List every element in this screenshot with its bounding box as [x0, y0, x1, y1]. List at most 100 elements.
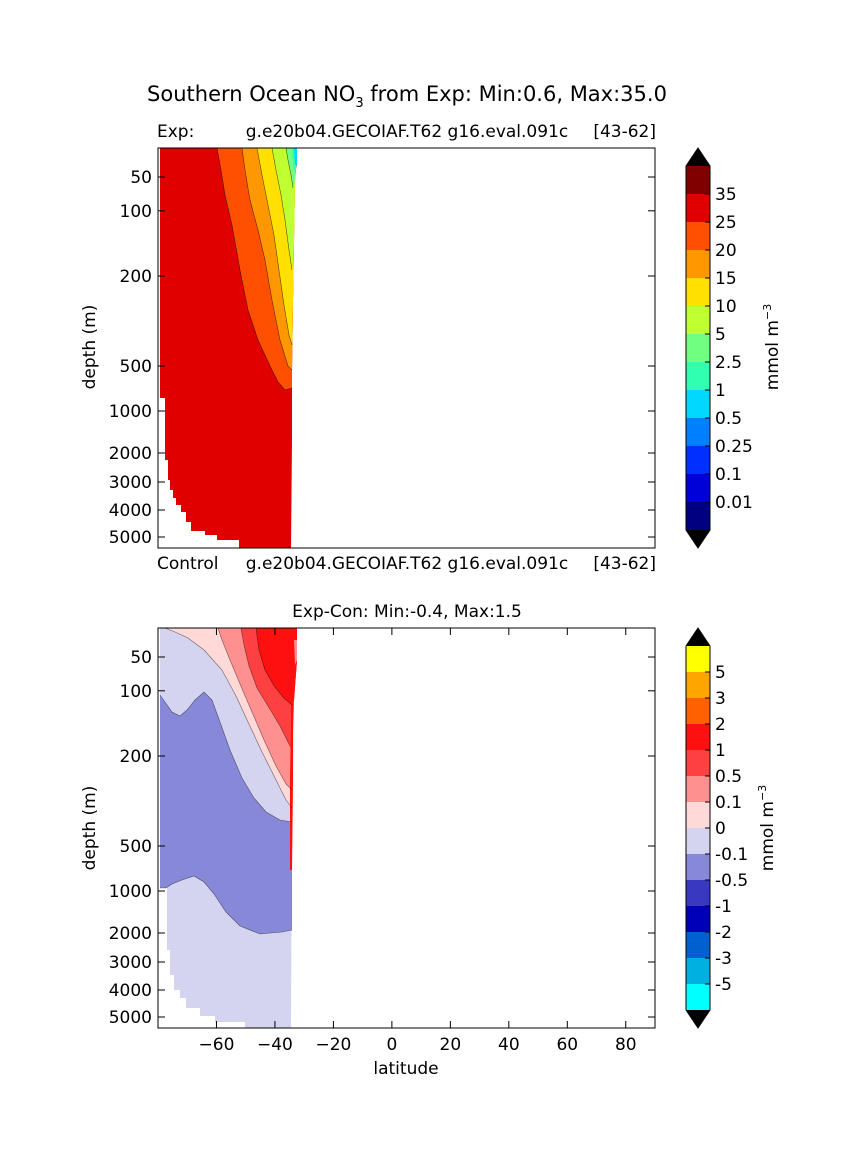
top-axes-frame: [157, 147, 656, 549]
y-tick-label: 5000: [109, 1008, 152, 1028]
colorbar-tick-label: 1: [715, 741, 726, 761]
x-tick-label: 40: [498, 1035, 520, 1055]
y-tick-label: 100: [120, 682, 152, 702]
colorbar-swatch: [686, 906, 710, 933]
x-tick-label: 20: [440, 1035, 462, 1055]
x-tick-label: 80: [615, 1035, 637, 1055]
colorbar-swatch: [686, 362, 710, 391]
top-y-ticks: 50 100 200 500 1000 2000 3000 4000 5000: [109, 168, 655, 548]
colorbar-tick-label: 0.01: [715, 493, 753, 513]
colorbar-tick-label: 10: [715, 297, 737, 317]
bottom-x-axis-label: latitude: [373, 1059, 438, 1079]
top-colorbar: 35 25 20 15 10 5 2.5 1 0.5 0.25 0.1 0.01: [685, 147, 753, 549]
bottom-field-1-2: [256, 628, 297, 705]
y-tick-label: 500: [120, 837, 152, 857]
top-plot-area: [160, 147, 297, 548]
y-tick-label: 100: [120, 202, 152, 222]
bottom-colorbar-label-text: mmol m: [758, 801, 778, 871]
bottom-colorbar-label: mmol m−3: [756, 785, 778, 871]
colorbar-tick-label: -2: [715, 923, 732, 943]
y-tick-label: 1000: [109, 402, 152, 422]
colorbar-swatch: [686, 306, 710, 335]
colorbar-extend-min: [686, 530, 710, 548]
colorbar-extend-min: [686, 1010, 710, 1028]
colorbar-swatch: [686, 390, 710, 419]
colorbar-swatch: [686, 250, 710, 279]
bottom-colorbar-label-sup: −3: [756, 785, 769, 801]
bottom-center-title: g.e20b04.GECOIAF.T62 g16.eval.091c: [246, 554, 568, 574]
y-tick-label: 2000: [109, 924, 152, 944]
colorbar-extend-max: [686, 628, 710, 646]
bottom-axes-frame: [157, 627, 656, 1029]
colorbar-tick-label: -0.1: [715, 845, 748, 865]
colorbar-tick-label: 1: [715, 381, 726, 401]
top-y-axis-label: depth (m): [80, 305, 100, 390]
bottom-right-title: [43-62]: [593, 554, 656, 574]
colorbar-swatch: [686, 502, 710, 531]
colorbar-tick-label: 2.5: [715, 353, 742, 373]
bottom-left-title: Control: [157, 554, 218, 574]
bottom-y-ticks: 50 100 200 500 1000 2000 3000 4000 5000: [109, 648, 655, 1028]
colorbar-tick-label: 0.5: [715, 767, 742, 787]
y-tick-label: 5000: [109, 528, 152, 548]
colorbar-tick-label: -5: [715, 975, 732, 995]
y-tick-label: 3000: [109, 953, 152, 973]
colorbar-swatch: [686, 418, 710, 447]
colorbar-swatch: [686, 222, 710, 251]
colorbar-swatch: [686, 646, 710, 673]
y-tick-label: 4000: [109, 981, 152, 1001]
colorbar-tick-label: 15: [715, 269, 737, 289]
suptitle-main: Southern Ocean NO: [147, 82, 355, 106]
x-tick-label: −40: [257, 1035, 293, 1055]
colorbar-swatch: [686, 750, 710, 777]
colorbar-swatch: [686, 828, 710, 855]
colorbar-tick-label: 0.1: [715, 793, 742, 813]
colorbar-tick-label: -3: [715, 949, 732, 969]
colorbar-outline: [685, 147, 711, 549]
colorbar-swatch: [686, 984, 710, 1011]
top-field-5-10: [272, 148, 297, 270]
top-colorbar-label: mmol m−3: [761, 304, 783, 390]
figure-suptitle: Southern Ocean NO3 from Exp: Min:0.6, Ma…: [147, 82, 667, 111]
bottom-colorbar: 5 3 2 1 0.5 0.1 0 -0.1 -0.5 -1 -2 -3 -5: [685, 627, 748, 1029]
colorbar-tick-label: -1: [715, 897, 732, 917]
y-tick-label: 200: [120, 747, 152, 767]
colorbar-swatch: [686, 672, 710, 699]
colorbar-swatch: [686, 724, 710, 751]
colorbar-extend-max: [686, 148, 710, 166]
y-tick-label: 50: [130, 168, 152, 188]
colorbar-outline: [685, 627, 711, 1029]
colorbar-swatch: [686, 932, 710, 959]
colorbar-swatch: [686, 278, 710, 307]
y-tick-label: 50: [130, 648, 152, 668]
x-tick-label: −20: [315, 1035, 351, 1055]
colorbar-tick-label: 5: [715, 325, 726, 345]
colorbar-tick-label: 0: [715, 819, 726, 839]
bottom-field-neg0.5-neg0.1: [160, 692, 292, 934]
x-tick-label: 60: [556, 1035, 578, 1055]
bottom-x-ticks: −60 −40 −20 0 20 40 60 80: [199, 628, 637, 1055]
bottom-contours: [159, 627, 293, 935]
top-contours: [216, 147, 294, 391]
colorbar-tick-label: 3: [715, 689, 726, 709]
y-tick-label: 2000: [109, 444, 152, 464]
colorbar-tick-label: 0.25: [715, 437, 753, 457]
colorbar-swatch: [686, 802, 710, 829]
colorbar-swatch: [686, 854, 710, 881]
bottom-field-coast-pink: [294, 640, 297, 665]
colorbar-tick-label: 0.5: [715, 409, 742, 429]
top-colorbar-label-text: mmol m: [763, 320, 783, 390]
bottom-field-coast-sliver: [290, 650, 294, 870]
colorbar-swatch: [686, 958, 710, 985]
colorbar-tick-label: -0.5: [715, 871, 748, 891]
colorbar-tick-label: 0.1: [715, 465, 742, 485]
top-colorbar-label-sup: −3: [761, 304, 774, 320]
colorbar-tick-label: 25: [715, 213, 737, 233]
colorbar-tick-label: 2: [715, 715, 726, 735]
y-tick-label: 3000: [109, 473, 152, 493]
colorbar-swatch: [686, 334, 710, 363]
top-left-title: Exp:: [157, 122, 194, 142]
bottom-panel: Control g.e20b04.GECOIAF.T62 g16.eval.09…: [80, 554, 778, 1079]
top-right-title: [43-62]: [593, 122, 656, 142]
